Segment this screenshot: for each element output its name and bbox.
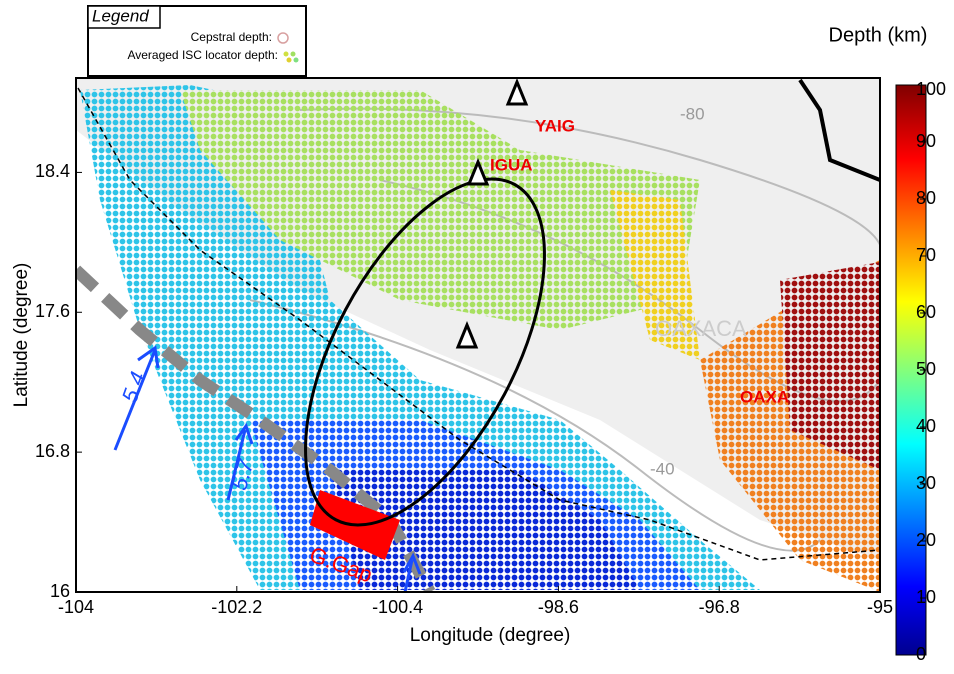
contour-label: -40 bbox=[650, 459, 675, 478]
colorbar-title: Depth (km) bbox=[829, 24, 928, 46]
y-tick-label: 17.6 bbox=[35, 301, 70, 321]
colorbar-tick-label: 60 bbox=[916, 302, 936, 322]
y-tick-label: 16 bbox=[50, 581, 70, 601]
colorbar-tick-label: 100 bbox=[916, 79, 946, 99]
legend-symbol bbox=[277, 32, 289, 44]
region-label: OAXACA bbox=[655, 316, 747, 341]
legend-title: Legend bbox=[92, 6, 149, 25]
plot-frame bbox=[75, 77, 881, 593]
x-tick-label: -104 bbox=[58, 597, 94, 617]
colorbar-tick-label: 20 bbox=[916, 530, 936, 550]
y-tick-label: 16.8 bbox=[35, 441, 70, 461]
colorbar-tick-label: 50 bbox=[916, 359, 936, 379]
x-tick-label: -96.8 bbox=[699, 597, 740, 617]
legend-entry: Cepstral depth: bbox=[191, 30, 272, 44]
y-tick-label: 18.4 bbox=[35, 161, 70, 181]
colorbar-tick-label: 80 bbox=[916, 188, 936, 208]
colorbar-tick-label: 40 bbox=[916, 416, 936, 436]
x-axis-label: Longitude (degree) bbox=[410, 625, 571, 646]
x-tick-label: -98.6 bbox=[538, 597, 579, 617]
legend-entry: Averaged ISC locator depth: bbox=[127, 48, 278, 62]
colorbar-tick-label: 10 bbox=[916, 587, 936, 607]
station-label: OAXA bbox=[740, 387, 789, 406]
colorbar-tick-label: 90 bbox=[916, 131, 936, 151]
station-label: YAIG bbox=[535, 116, 575, 135]
x-tick-label: -100.4 bbox=[372, 597, 423, 617]
depth-field bbox=[80, 85, 880, 592]
legend-title-box bbox=[87, 5, 161, 29]
map-area bbox=[76, 78, 880, 592]
y-axis-label: Latitude (degree) bbox=[11, 263, 32, 408]
x-tick-label: -95 bbox=[867, 597, 893, 617]
colorbar-tick-label: 30 bbox=[916, 473, 936, 493]
colorbar-tick-label: 0 bbox=[916, 644, 926, 664]
colorbar-tick-label: 70 bbox=[916, 245, 936, 265]
contour-label: -80 bbox=[680, 104, 705, 123]
station-label: IGUA bbox=[490, 155, 533, 174]
legend-symbol bbox=[283, 51, 299, 63]
x-tick-label: -102.2 bbox=[211, 597, 262, 617]
